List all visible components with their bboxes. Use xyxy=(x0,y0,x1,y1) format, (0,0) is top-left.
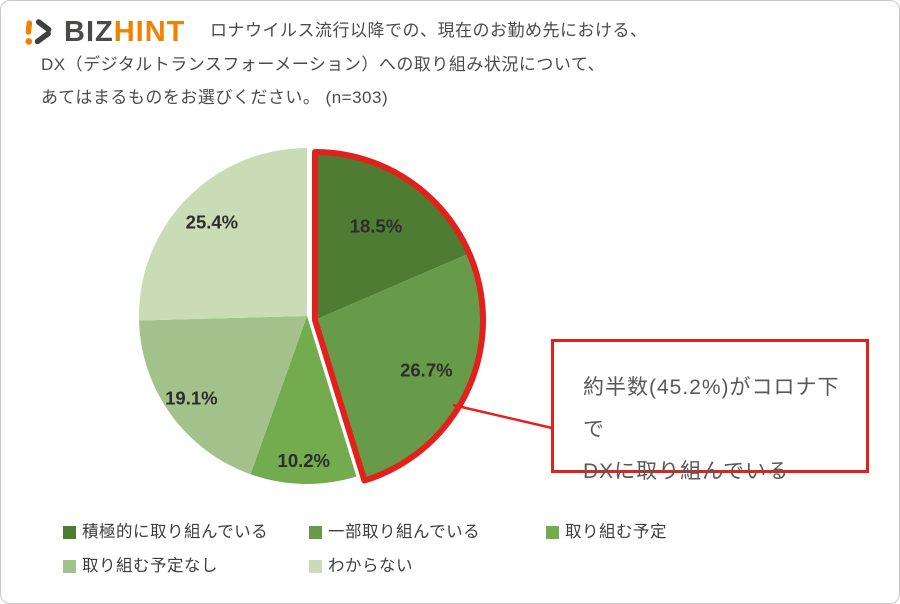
callout-line-1: 約半数(45.2%)がコロナ下で xyxy=(583,376,840,441)
logo-part-hint: HINT xyxy=(113,15,186,48)
callout-line-2: DXに取り組んでいる xyxy=(583,460,790,483)
legend-label-3: 取り組む予定なし xyxy=(82,557,218,575)
legend-swatch-0 xyxy=(63,525,76,539)
question-line-1: ロナウイルス流行以降での、現在のお勤め先における、 xyxy=(210,21,648,40)
bizhint-logo: BIZHINT xyxy=(17,12,185,52)
pie-slice-2 xyxy=(250,316,357,485)
pie-slice-1 xyxy=(315,253,484,481)
legend-swatch-3 xyxy=(63,559,76,573)
pie-value-label-0: 18.5% xyxy=(350,215,402,236)
callout-connector-line xyxy=(452,403,553,430)
logo-part-biz: BIZ xyxy=(64,15,114,48)
pie-slice-3 xyxy=(139,316,307,475)
legend-item-3: 取り組む予定なし xyxy=(63,556,309,576)
legend-label-1: 一部取り組んでいる xyxy=(328,523,481,541)
pie-value-label-1: 26.7% xyxy=(400,359,452,380)
pie-value-label-2: 10.2% xyxy=(278,450,330,471)
legend-label-4: わからない xyxy=(328,557,413,575)
legend-item-0: 積極的に取り組んでいる xyxy=(63,522,309,542)
legend-swatch-2 xyxy=(546,525,559,539)
pie-value-label-3: 19.1% xyxy=(165,388,217,409)
callout-box: 約半数(45.2%)がコロナ下で DXに取り組んでいる xyxy=(551,339,869,483)
highlight-outline xyxy=(312,149,487,484)
question-line-2: DX（デジタルトランスフォーメーション）への取り組み状況について、 xyxy=(41,54,606,74)
bizhint-logo-text: BIZHINT xyxy=(64,15,186,48)
legend-label-0: 積極的に取り組んでいる xyxy=(82,523,269,541)
pie-slice-4 xyxy=(138,148,307,321)
pie-slice-0 xyxy=(315,152,470,320)
survey-question: ロナウイルス流行以降での、現在のお勤め先における、 DX（デジタルトランスフォー… xyxy=(41,14,661,115)
legend-label-2: 取り組む予定 xyxy=(565,523,667,541)
legend-swatch-1 xyxy=(309,525,322,539)
chart-legend: 積極的に取り組んでいる 一部取り組んでいる 取り組む予定取り組む予定なし わからない xyxy=(63,522,667,576)
legend-item-4: わからない xyxy=(309,556,546,576)
question-line-3: あてはまるものをお選びください。 (n=303) xyxy=(41,88,389,107)
pie-value-label-4: 25.4% xyxy=(186,211,238,232)
legend-item-2: 取り組む予定 xyxy=(546,522,667,542)
bizhint-logo-icon xyxy=(17,12,57,52)
legend-item-1: 一部取り組んでいる xyxy=(309,522,546,542)
legend-swatch-4 xyxy=(309,559,322,573)
